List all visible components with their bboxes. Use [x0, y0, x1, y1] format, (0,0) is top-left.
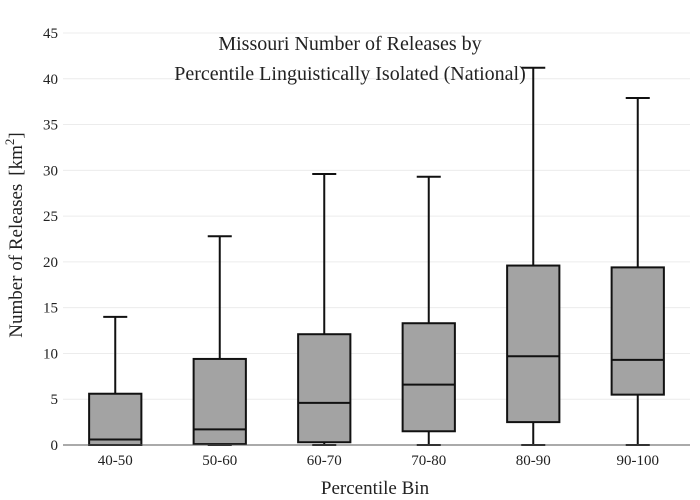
box-iqr — [506, 264, 561, 424]
x-tick-labels: 40-50 50-60 60-70 70-80 80-90 90-100 — [98, 453, 659, 469]
y-axis-title-text: Number of Releases — [6, 184, 27, 338]
x-tick-label: 90-100 — [617, 453, 660, 469]
box-70-80 — [401, 175, 456, 446]
boxes — [88, 66, 665, 446]
chart-title-line-2: Percentile Linguistically Isolated (Nati… — [174, 63, 526, 85]
y-tick-label: 30 — [43, 163, 58, 179]
box-iqr — [297, 333, 352, 444]
y-tick-label: 45 — [43, 26, 58, 42]
x-tick-label: 60-70 — [307, 453, 342, 469]
y-tick-label: 25 — [43, 209, 58, 225]
y-tick-label: 15 — [43, 301, 58, 317]
x-tick-label: 50-60 — [202, 453, 237, 469]
y-tick-label: 40 — [43, 72, 58, 88]
box-50-60 — [192, 235, 247, 446]
y-tick-label: 20 — [43, 255, 58, 271]
y-tick-labels: 0 5 10 15 20 25 30 35 40 45 — [43, 26, 58, 454]
box-90-100 — [610, 97, 665, 446]
box-iqr — [88, 392, 143, 446]
x-tick-label: 70-80 — [411, 453, 446, 469]
box-80-90 — [506, 66, 561, 446]
y-axis-unit-close: ] — [6, 132, 27, 138]
box-iqr — [192, 357, 247, 446]
y-axis-unit-exponent: 2 — [2, 139, 17, 146]
x-axis-title: Percentile Bin — [321, 478, 430, 499]
y-tick-label: 0 — [51, 438, 59, 454]
box-40-50 — [88, 315, 143, 446]
y-tick-label: 35 — [43, 118, 58, 134]
y-axis-title: Number of Releases [km2] — [2, 132, 27, 338]
x-tick-label: 40-50 — [98, 453, 133, 469]
y-axis-unit: [km — [6, 145, 27, 176]
box-iqr — [610, 266, 665, 396]
x-tick-label: 80-90 — [516, 453, 551, 469]
y-tick-label: 10 — [43, 346, 58, 362]
box-60-70 — [297, 172, 352, 446]
chart-title-line-1: Missouri Number of Releases by — [218, 33, 481, 55]
grid-lines — [63, 32, 690, 400]
box-iqr — [401, 322, 456, 433]
y-tick-label: 5 — [51, 392, 59, 408]
